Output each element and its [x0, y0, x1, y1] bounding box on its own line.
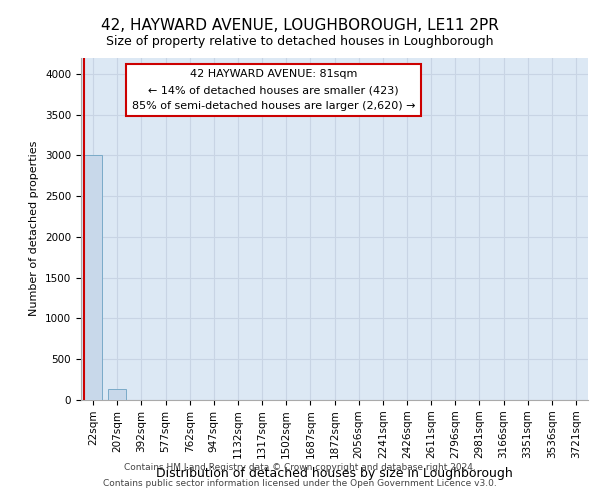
Bar	[84, 156, 102, 400]
Y-axis label: Number of detached properties: Number of detached properties	[29, 141, 40, 316]
Text: Contains public sector information licensed under the Open Government Licence v3: Contains public sector information licen…	[103, 478, 497, 488]
Text: 42, HAYWARD AVENUE, LOUGHBOROUGH, LE11 2PR: 42, HAYWARD AVENUE, LOUGHBOROUGH, LE11 2…	[101, 18, 499, 32]
Text: Contains HM Land Registry data © Crown copyright and database right 2024.: Contains HM Land Registry data © Crown c…	[124, 464, 476, 472]
X-axis label: Distribution of detached houses by size in Loughborough: Distribution of detached houses by size …	[156, 467, 513, 480]
Text: Size of property relative to detached houses in Loughborough: Size of property relative to detached ho…	[106, 35, 494, 48]
Text: 42 HAYWARD AVENUE: 81sqm
← 14% of detached houses are smaller (423)
85% of semi-: 42 HAYWARD AVENUE: 81sqm ← 14% of detach…	[132, 70, 415, 110]
Bar	[108, 390, 126, 400]
